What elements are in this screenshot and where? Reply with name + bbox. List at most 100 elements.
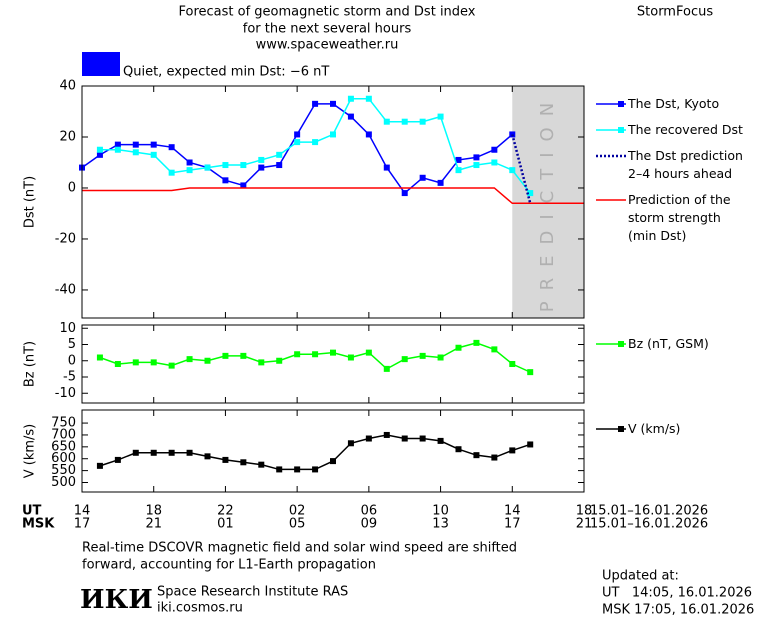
data-point xyxy=(168,144,175,151)
msk-tick-label: 17 xyxy=(74,517,91,532)
data-point xyxy=(491,159,498,166)
data-point xyxy=(96,151,103,158)
data-point xyxy=(132,149,139,156)
y-tick-label: -10 xyxy=(55,386,76,401)
data-point xyxy=(437,179,444,186)
y-axis-title: V (km/s) xyxy=(23,424,38,479)
legend-marker xyxy=(618,101,624,107)
y-tick-label: -40 xyxy=(55,282,76,297)
data-point xyxy=(168,169,175,176)
status-swatch xyxy=(82,52,120,76)
y-tick-label: 550 xyxy=(51,463,76,478)
logo: ИКИ xyxy=(80,585,153,615)
data-point xyxy=(347,354,354,361)
site: iki.cosmos.ru xyxy=(157,601,243,616)
series-line xyxy=(99,434,531,471)
data-point xyxy=(383,118,390,125)
plot-frame xyxy=(81,324,585,404)
data-point xyxy=(330,100,336,107)
data-point xyxy=(312,351,319,358)
data-point xyxy=(240,352,247,359)
data-point xyxy=(437,113,444,120)
ut-label: UT xyxy=(22,504,42,519)
data-point xyxy=(150,359,157,366)
ut-tick-label: 10 xyxy=(432,504,449,519)
data-point xyxy=(186,356,193,363)
data-point xyxy=(401,356,408,363)
data-point xyxy=(383,164,390,171)
data-point xyxy=(401,435,408,442)
data-point xyxy=(347,95,354,102)
data-point xyxy=(437,354,444,361)
data-point xyxy=(132,449,139,456)
y-tick-label: 0 xyxy=(68,180,76,195)
data-point xyxy=(276,151,283,158)
data-point xyxy=(419,352,426,359)
data-point xyxy=(401,190,408,197)
data-point xyxy=(258,461,265,468)
ut-tick-label: 14 xyxy=(504,504,521,519)
series-line xyxy=(81,103,513,195)
data-point xyxy=(168,449,175,456)
data-point xyxy=(509,447,516,454)
msk-tick-label: 05 xyxy=(289,517,306,532)
data-point xyxy=(240,182,247,189)
data-point xyxy=(186,167,193,174)
y-axis-title: Bz (nT) xyxy=(23,341,38,387)
data-point xyxy=(455,446,462,453)
legend-label: The recovered Dst xyxy=(628,122,743,137)
plot-frame xyxy=(81,85,585,319)
data-point xyxy=(419,174,426,181)
data-point xyxy=(258,156,265,163)
data-point xyxy=(473,154,480,161)
msk-range: 15.01–16.01.2026 xyxy=(590,517,708,532)
data-point xyxy=(365,95,372,102)
data-point xyxy=(491,346,498,353)
note-line: Real-time DSCOVR magnetic field and sola… xyxy=(82,541,517,556)
legend-label: Prediction of the storm strength (min Ds… xyxy=(628,192,731,243)
y-tick-label: -5 xyxy=(63,370,76,385)
updated-ut: UT 14:05, 16.01.2026 xyxy=(602,586,752,601)
data-point xyxy=(258,359,265,366)
data-point xyxy=(114,361,121,367)
data-point xyxy=(222,177,229,184)
data-point xyxy=(204,357,211,364)
ut-tick-label: 14 xyxy=(74,504,91,519)
y-tick-label: 5 xyxy=(68,337,76,352)
title-line: www.spaceweather.ru xyxy=(256,38,399,53)
ut-tick-label: 02 xyxy=(289,504,306,519)
prediction-zone xyxy=(512,86,584,318)
data-point xyxy=(330,458,336,465)
data-point xyxy=(383,365,390,372)
data-point xyxy=(312,466,319,473)
legend-label: V (km/s) xyxy=(628,421,681,436)
series-line xyxy=(99,342,531,373)
msk-tick-label: 13 xyxy=(432,517,449,532)
data-point xyxy=(330,349,336,356)
data-point xyxy=(186,159,193,166)
data-point xyxy=(347,113,354,120)
ut-tick-label: 06 xyxy=(361,504,378,519)
data-point xyxy=(527,369,534,376)
data-point xyxy=(294,466,301,473)
data-point xyxy=(96,354,103,361)
data-point xyxy=(240,162,247,169)
data-point xyxy=(204,453,211,460)
updated-msk: MSK 17:05, 16.01.2026 xyxy=(602,603,754,618)
data-point xyxy=(150,151,157,158)
plot-frame xyxy=(81,409,585,493)
data-point xyxy=(96,462,103,469)
y-tick-label: 500 xyxy=(51,475,76,490)
data-point xyxy=(330,131,336,138)
data-point xyxy=(132,141,139,148)
data-point xyxy=(527,190,534,197)
data-point xyxy=(276,162,283,169)
ut-range: 15.01–16.01.2026 xyxy=(590,504,708,519)
data-point xyxy=(347,440,354,447)
data-point xyxy=(491,146,498,153)
data-point xyxy=(222,352,229,359)
data-point xyxy=(276,466,283,473)
ut-tick-label: 18 xyxy=(145,504,162,519)
